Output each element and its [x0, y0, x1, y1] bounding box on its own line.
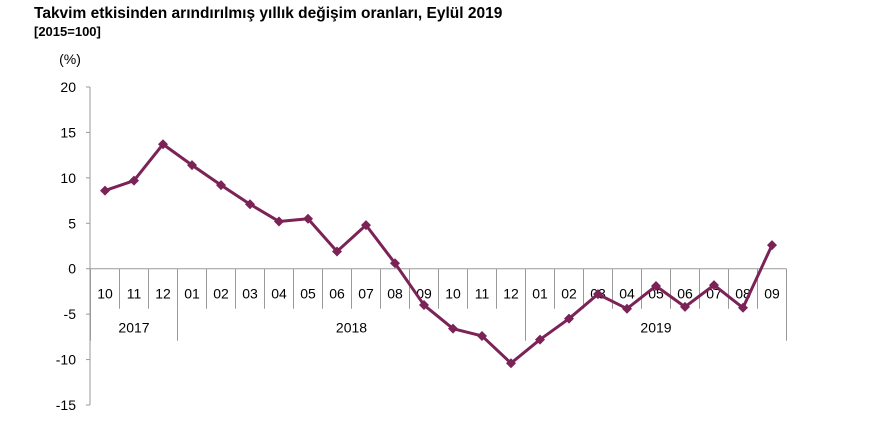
data-point-marker — [651, 280, 661, 291]
x-tick-label: 05 — [300, 286, 316, 302]
data-point-marker — [535, 334, 545, 345]
y-tick-label: 10 — [60, 170, 76, 186]
data-point-marker — [158, 139, 168, 150]
x-tick-label: 01 — [532, 286, 548, 302]
data-point-marker — [564, 313, 574, 324]
x-tick-label: 09 — [764, 286, 780, 302]
data-point-marker — [245, 199, 255, 210]
x-tick-label: 02 — [561, 286, 577, 302]
chart-title: Takvim etkisinden arındırılmış yıllık de… — [34, 5, 503, 22]
x-tick-label: 07 — [358, 286, 374, 302]
y-tick-label: -5 — [64, 306, 77, 322]
data-point-marker — [506, 358, 516, 369]
year-label: 2018 — [336, 320, 367, 336]
data-point-marker — [767, 240, 777, 251]
x-tick-label: 12 — [503, 286, 519, 302]
data-point-marker — [419, 300, 429, 311]
data-point-marker — [448, 323, 458, 334]
chart-subtitle: [2015=100] — [34, 24, 101, 39]
y-tick-label: 5 — [68, 215, 76, 231]
x-tick-label: 06 — [677, 286, 693, 302]
data-point-marker — [129, 175, 139, 186]
y-tick-label: -15 — [56, 397, 76, 413]
x-tick-label: 11 — [127, 286, 142, 302]
data-point-marker — [216, 180, 226, 191]
x-tick-label: 10 — [445, 286, 461, 302]
year-labels: 2017 2018 2019 — [118, 320, 671, 336]
x-tick-label: 06 — [329, 286, 345, 302]
x-tick-label: 12 — [155, 286, 171, 302]
x-tick-label: 08 — [387, 286, 403, 302]
y-tick-labels: 20 15 10 5 0 -5 -10 -15 — [56, 79, 76, 413]
data-point-marker — [709, 280, 719, 291]
data-point-marker — [390, 258, 400, 269]
year-label: 2017 — [118, 320, 149, 336]
x-tick-label: 03 — [242, 286, 258, 302]
plot-area — [100, 139, 777, 369]
data-point-marker — [680, 301, 690, 312]
data-point-marker — [361, 220, 371, 231]
data-point-marker — [303, 213, 313, 224]
y-tick-label: -10 — [56, 352, 76, 368]
x-tick-label: 10 — [97, 286, 113, 302]
data-point-marker — [738, 302, 748, 313]
x-tick-label: 04 — [619, 286, 635, 302]
x-tick-label: 11 — [475, 286, 490, 302]
data-point-marker — [187, 160, 197, 171]
data-point-marker — [100, 185, 110, 196]
series-line — [104, 142, 774, 365]
data-point-marker — [274, 216, 284, 227]
x-tick-label: 04 — [271, 286, 287, 302]
y-tick-label: 0 — [68, 261, 76, 277]
data-point-marker — [593, 289, 603, 300]
data-point-marker — [622, 303, 632, 314]
x-tick-label: 01 — [184, 286, 200, 302]
axes — [86, 86, 787, 406]
y-tick-label: 20 — [60, 79, 76, 95]
data-point-marker — [477, 330, 487, 341]
y-tick-label: 15 — [60, 124, 76, 140]
y-axis-label: (%) — [59, 51, 81, 67]
year-label: 2019 — [640, 320, 671, 336]
x-tick-label: 02 — [213, 286, 229, 302]
data-point-marker — [332, 246, 342, 257]
